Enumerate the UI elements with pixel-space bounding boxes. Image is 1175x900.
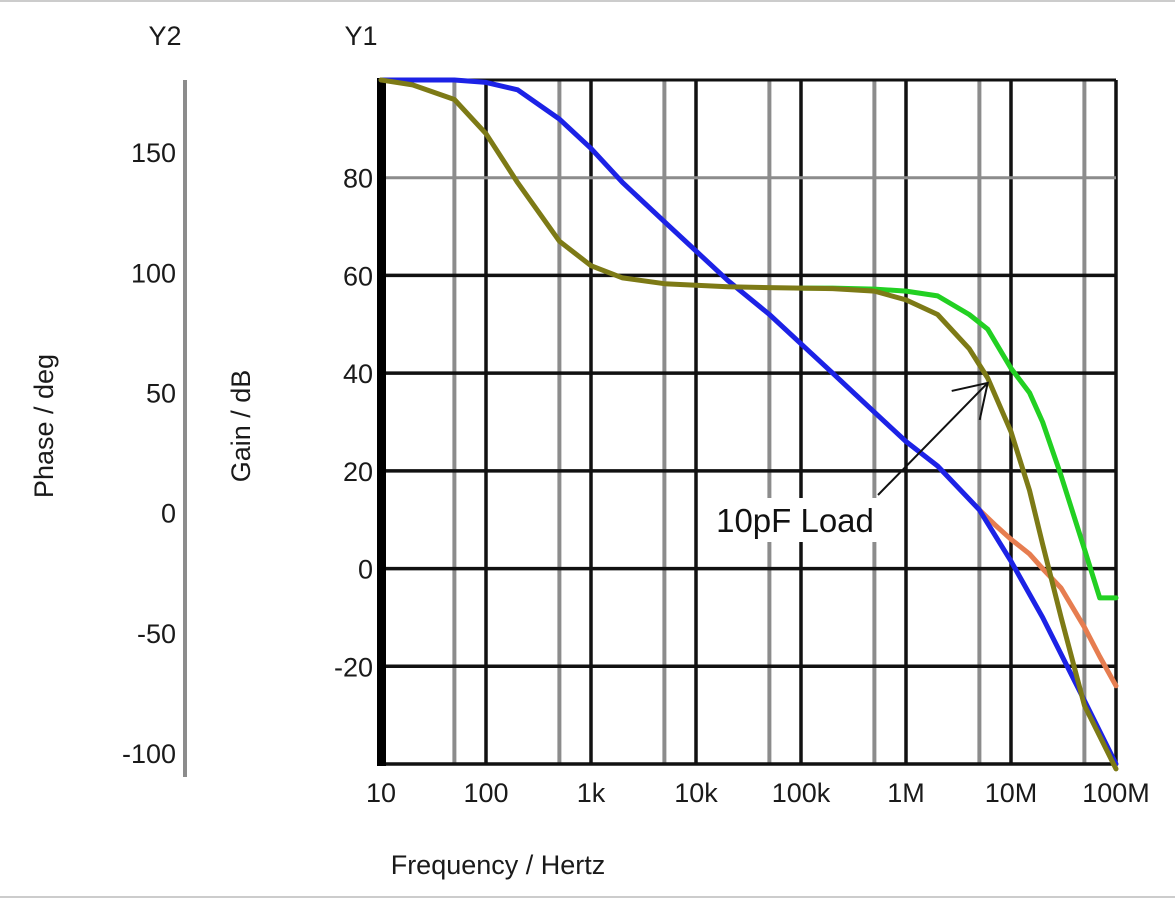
x-tick-label: 100k [772,778,831,808]
x-axis: 10 100 1k 10k 100k 1M 10M 100M [366,778,1150,808]
y1-tick-label: 40 [343,359,373,389]
annotation-arrowhead [951,381,990,421]
annotations: 10pF Load [698,381,990,542]
x-tick-label: 10 [366,778,396,808]
y1-tick-label: 60 [343,261,373,291]
y1-header: Y1 [344,21,377,51]
annotation-backdrop [698,498,893,542]
x-tick-label: 1M [887,778,925,808]
x-axis-label: Frequency / Hertz [391,850,606,880]
x-tick-label: 100M [1082,778,1150,808]
series-group [378,77,1119,772]
y1-tick-label: -20 [334,652,373,682]
x-tick-label: 10k [674,778,718,808]
y2-tick-label: -100 [122,739,176,769]
y2-tick-label: 150 [131,138,176,168]
annotation-text: 10pF Load [716,502,874,539]
y2-tick-label: 0 [161,499,176,529]
series-line-olive [378,77,1119,772]
grid [381,78,1118,766]
y2-tick-label: 50 [146,378,176,408]
x-tick-label: 100 [463,778,508,808]
y1-axis-line [377,78,386,766]
y1-axis: 80 60 40 20 0 -20 [334,78,386,766]
x-tick-label: 10M [985,778,1038,808]
y1-tick-label: 80 [343,164,373,194]
series-line-blue [378,77,1119,767]
y2-header: Y2 [148,21,181,51]
y1-axis-label: Gain / dB [226,370,256,483]
x-tick-label: 1k [577,778,606,808]
y1-tick-label: 0 [358,555,373,585]
y1-tick-label: 20 [343,457,373,487]
y2-axis-label: Phase / deg [29,354,59,498]
y2-axis: 150 100 50 0 -50 -100 [122,80,187,777]
series-line-orange [976,507,1119,689]
y2-tick-label: -50 [137,619,176,649]
series-line-green [798,285,1119,601]
annotation-arrow [877,382,989,496]
y2-tick-label: 100 [131,258,176,288]
